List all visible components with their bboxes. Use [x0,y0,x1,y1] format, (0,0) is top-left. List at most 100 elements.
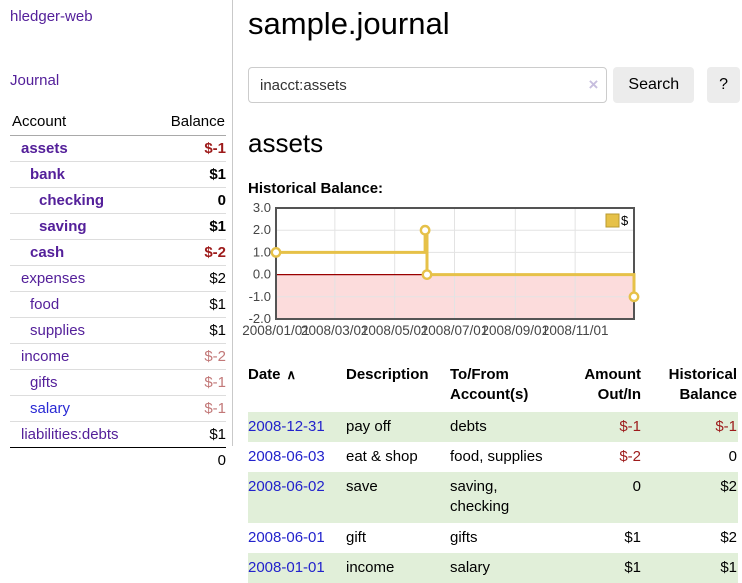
account-balance: $1 [151,317,226,344]
register-header-row: Date ∧ Description To/From Account(s) Amo… [248,363,738,412]
account-link[interactable]: cash [30,244,65,261]
account-balance: $-1 [151,135,226,162]
account-balance: 0 [151,187,226,214]
balance-chart-svg: $3.0 2.0 1.0 0.0 -1.0 -2.02008/01/012008/03/0… [242,200,640,338]
account-link[interactable]: salary [30,400,71,417]
transaction-description: pay off [346,417,391,435]
transaction-balance: 0 [728,447,737,465]
transaction-description: income [346,558,395,576]
y-tick-label: -2.0 [249,311,271,326]
account-balance: $1 [209,426,226,443]
transaction-row[interactable]: 2008-12-31 pay off debts $-1 $-1 [248,411,738,442]
search-input[interactable] [248,67,608,103]
transaction-balance: $2 [720,478,737,495]
search-button[interactable]: Search [613,67,695,103]
account-link[interactable]: assets [21,140,68,157]
transaction-date-link[interactable]: 2008-12-31 [248,417,325,435]
accounts-total-spacer [10,447,152,473]
transaction-description: save [346,478,378,495]
account-balance: $-1 [151,395,226,422]
account-balance: $1 [151,161,226,188]
account-row: checking 0 [10,187,226,214]
data-point [270,247,282,258]
transaction-date-link[interactable]: 2008-01-01 [248,558,325,576]
account-row: gifts $-1 [10,369,226,396]
account-balance: $-2 [151,239,226,266]
x-tick-label: 2008/03/01 [301,323,369,338]
transaction-row[interactable]: 2008-06-03 eat & shop food, supplies $-2… [248,442,738,472]
transaction-balance: $-1 [715,417,737,435]
legend-label: $ [621,213,629,228]
account-link[interactable]: income [21,348,70,365]
data-point [628,291,640,303]
account-link[interactable]: saving [39,218,87,235]
transaction-accounts: debts [450,417,487,435]
help-button[interactable]: ? [707,67,740,103]
search-input-wrapper: × [248,67,608,103]
accounts-total-balance: 0 [151,447,226,473]
account-row: income $-2 [10,343,226,370]
balance-chart[interactable]: $3.0 2.0 1.0 0.0 -1.0 -2.0 2008/01/01 2008/03/0… [242,200,742,346]
y-tick-label: 2.0 [253,222,271,237]
account-row: salary $-1 [10,395,226,422]
transaction-amount: $1 [624,558,641,576]
account-link[interactable]: expenses [21,270,86,287]
transaction-accounts: saving, checking [450,478,510,516]
transaction-row[interactable]: 2008-01-01 income salary $1 $1 [248,552,738,583]
account-row: saving $1 [10,213,226,240]
main-content: sample.journal × Search ? assets Histori… [242,0,742,583]
x-tick-label: 2008/07/01 [421,323,489,338]
account-row: supplies $1 [10,317,226,344]
sort-asc-icon: ∧ [286,367,297,382]
transaction-amount: $-2 [619,447,641,465]
account-row: liabilities:debts $1 [10,422,226,448]
sidebar-item-journal[interactable]: Journal [10,72,60,89]
transaction-row[interactable]: 2008-06-02 save saving, checking 0 $2 [248,472,738,523]
transaction-date-link[interactable]: 2008-06-02 [248,478,325,495]
transaction-date-link[interactable]: 2008-06-01 [248,528,325,546]
transaction-description: eat & shop [346,447,418,465]
account-row: assets $-1 [10,135,226,162]
register-header-date[interactable]: Date ∧ [248,366,297,383]
y-tick-label: 3.0 [253,200,271,215]
x-tick-label: 2008/11/01 [542,323,609,338]
transaction-accounts: food, supplies [450,447,543,465]
account-link[interactable]: food [30,296,60,313]
account-balance: $-2 [151,343,226,370]
legend-swatch-icon [605,213,620,228]
accounts-total-row: 0 [10,447,226,473]
account-link[interactable]: bank [30,166,66,183]
account-link[interactable]: gifts [30,374,58,391]
account-heading: assets [248,128,324,158]
transaction-description: gift [346,528,367,546]
accounts-table: Account Balance assets $-1 bank $1 check… [10,110,226,473]
account-link[interactable]: supplies [30,322,86,339]
x-tick-label: 2008/01/01 [242,323,310,338]
y-tick-label: -1.0 [249,289,271,304]
transaction-balance: $2 [720,528,737,546]
account-link[interactable]: checking [39,192,105,209]
y-tick-label: 0.0 [253,267,271,282]
accounts-header-balance: Balance [151,110,226,136]
register-header-amount: Amount Out/In [584,366,641,404]
transaction-amount: $-1 [619,417,641,435]
register-header-description: Description [346,366,429,383]
sidebar: hledger-web Journal Account Balance asse… [0,0,233,473]
clear-search-icon[interactable]: × [588,75,599,94]
x-tick-label: 2008/05/01 [361,323,429,338]
account-link[interactable]: liabilities:debts [21,426,119,443]
transaction-date-link[interactable]: 2008-06-03 [248,447,325,465]
transaction-accounts: gifts [450,528,478,546]
transaction-balance: $1 [720,558,737,576]
account-balance: $-1 [151,369,226,396]
account-row: cash $-2 [10,239,226,266]
data-point [419,224,431,236]
transaction-row[interactable]: 2008-06-01 gift gifts $1 $2 [248,523,738,553]
register-header-accounts: To/From Account(s) [450,366,529,404]
transaction-accounts: salary [450,558,491,576]
page-title: sample.journal [248,6,450,41]
app-title-link[interactable]: hledger-web [10,8,93,25]
plot-border [275,207,635,320]
register-table: Date ∧ Description To/From Account(s) Amo… [248,363,738,583]
register-header-balance: Historical Balance [668,366,737,404]
